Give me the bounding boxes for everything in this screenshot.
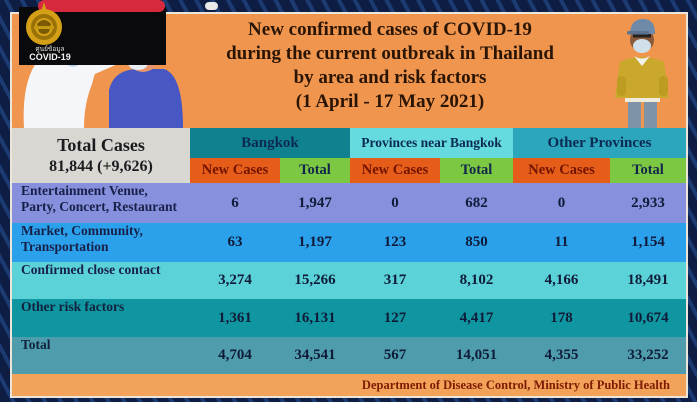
channel-name: ศูนย์ข้อมูล COVID-19	[19, 46, 81, 63]
channel-name-thai: ศูนย์ข้อมูล	[35, 46, 65, 53]
cell-value: 4,166	[513, 262, 610, 299]
row-label-line: Party, Concert, Restaurant	[21, 199, 177, 215]
cell-value: 682	[440, 183, 513, 223]
row-label-line: Entertainment Venue,	[21, 183, 148, 198]
thai-government-emblem-icon	[26, 2, 62, 45]
row-label-line: Total	[21, 337, 51, 352]
cell-value: 1,197	[280, 223, 350, 262]
total-cases-cell: Total Cases 81,844 (+9,626)	[12, 128, 190, 183]
cell-value: 10,674	[610, 299, 686, 337]
cell-value: 18,491	[610, 262, 686, 299]
red-banner	[38, 0, 165, 12]
cell-value: 4,417	[440, 299, 513, 337]
cell-value: 567	[350, 337, 440, 374]
cell-value: 178	[513, 299, 610, 337]
cell-value: 11	[513, 223, 610, 262]
cell-value: 8,102	[440, 262, 513, 299]
cell-value: 850	[440, 223, 513, 262]
cell-value: 123	[350, 223, 440, 262]
cell-value: 63	[190, 223, 280, 262]
title-line-4: (1 April - 17 May 2021)	[295, 91, 485, 112]
cell-value: 127	[350, 299, 440, 337]
row-label-line: Other risk factors	[21, 299, 125, 314]
cell-value: 0	[513, 183, 610, 223]
column-header-new-cases: New Cases	[190, 158, 280, 183]
cell-value: 3,274	[190, 262, 280, 299]
row-label-line: Confirmed close contact	[21, 262, 161, 277]
cell-value: 0	[350, 183, 440, 223]
cell-value: 34,541	[280, 337, 350, 374]
row-label-entertainment: Entertainment Venue, Party, Concert, Res…	[12, 183, 190, 223]
source-credit: Department of Disease Control, Ministry …	[361, 377, 670, 392]
cell-value: 1,947	[280, 183, 350, 223]
column-header-total: Total	[440, 158, 513, 183]
title-line-2: during the current outbreak in Thailand	[226, 43, 554, 64]
total-cases-label: Total Cases	[57, 135, 145, 156]
cell-value: 14,051	[440, 337, 513, 374]
cell-value: 2,933	[610, 183, 686, 223]
cell-value: 1,361	[190, 299, 280, 337]
cell-value: 317	[350, 262, 440, 299]
cell-value: 6	[190, 183, 280, 223]
row-label-market: Market, Community, Transportation	[12, 223, 190, 262]
player-dot	[205, 2, 218, 10]
elderly-man-illustration	[615, 19, 669, 128]
cell-value: 4,355	[513, 337, 610, 374]
row-label-line: Transportation	[21, 239, 109, 255]
column-group-provinces-near-bangkok: Provinces near Bangkok	[350, 128, 513, 158]
column-group-other-provinces: Other Provinces	[513, 128, 686, 158]
column-header-new-cases: New Cases	[513, 158, 610, 183]
column-header-total: Total	[280, 158, 350, 183]
column-group-bangkok: Bangkok	[190, 128, 350, 158]
row-label-other-risk: Other risk factors	[12, 299, 190, 337]
cases-table: Total Cases 81,844 (+9,626) Bangkok Prov…	[12, 128, 686, 374]
title-line-1: New confirmed cases of COVID-19	[248, 19, 532, 40]
column-header-total: Total	[610, 158, 686, 183]
cell-value: 1,154	[610, 223, 686, 262]
infographic-panel: New confirmed cases of COVID-19 during t…	[10, 12, 688, 398]
row-label-close-contact: Confirmed close contact	[12, 262, 190, 299]
footer-bar: Department of Disease Control, Ministry …	[12, 374, 686, 396]
row-label-line: Market, Community,	[21, 223, 143, 238]
column-header-new-cases: New Cases	[350, 158, 440, 183]
page-title: New confirmed cases of COVID-19 during t…	[190, 18, 590, 114]
cell-value: 15,266	[280, 262, 350, 299]
cell-value: 33,252	[610, 337, 686, 374]
cell-value: 16,131	[280, 299, 350, 337]
cell-value: 4,704	[190, 337, 280, 374]
total-cases-value: 81,844 (+9,626)	[49, 157, 153, 175]
title-line-3: by area and risk factors	[293, 67, 487, 88]
channel-name-en: COVID-19	[29, 52, 71, 63]
row-label-total: Total	[12, 337, 190, 374]
